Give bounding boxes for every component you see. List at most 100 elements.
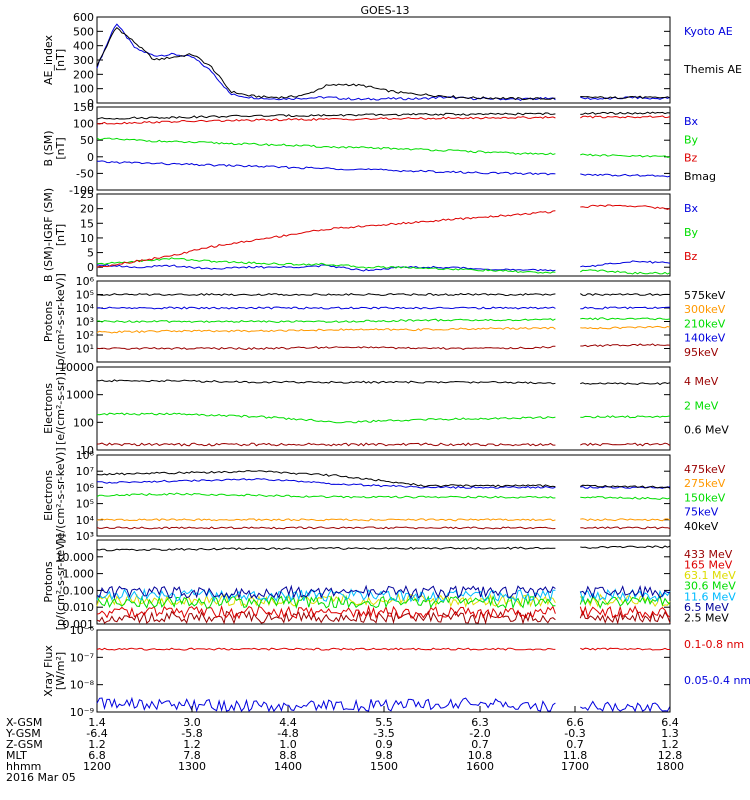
x-tick-label: 1300 — [178, 760, 206, 773]
x-tick-label: -0.3 — [564, 727, 585, 740]
x-tick-label: -4.8 — [277, 727, 298, 740]
panel-protons2: 10.000 1.000 0.100 0.010 0.001 Protons [p/(cm²… — [42, 534, 736, 631]
x-row-label: hhmm — [6, 760, 41, 773]
x-tick-label: 1200 — [83, 760, 111, 773]
x-tick-label: 6.3 — [471, 716, 489, 729]
series-line-bx — [96, 260, 671, 272]
y-axis-label: [e/(cm²-s-sr)] — [54, 372, 67, 445]
series-line-40kev — [96, 470, 671, 489]
legend-item: Bz — [684, 152, 698, 165]
legend-item: Bx — [684, 202, 699, 215]
y-tick-label: 5 — [87, 247, 94, 260]
y-tick-label: 10⁶ — [76, 481, 95, 494]
series-line-575kev — [97, 292, 671, 297]
legend-item: 140keV — [684, 332, 726, 345]
y-tick-label: 10⁶ — [76, 275, 95, 288]
y-tick-label: 10⁴ — [76, 302, 95, 315]
legend-item: Bmag — [684, 170, 716, 183]
legend-item: By — [684, 133, 699, 146]
y-tick-label: 10¹ — [76, 343, 94, 356]
y-tick-label: 0.001 — [63, 618, 95, 631]
x-tick-label: 4.4 — [279, 716, 297, 729]
y-tick-label: 100 — [73, 83, 94, 96]
y-axis-label: [nT] — [54, 49, 67, 71]
panel-frame — [96, 16, 671, 104]
x-tick-label: 1500 — [370, 760, 398, 773]
y-axis-label: AE_index — [42, 34, 55, 85]
series-line-bz — [96, 204, 671, 269]
x-tick-label: 1800 — [656, 760, 684, 773]
y-tick-label: 10⁻⁷ — [70, 651, 94, 664]
legend-item: 63.1 MeV — [684, 569, 736, 582]
x-tick-label: 1.4 — [88, 716, 106, 729]
legend-item: 300keV — [684, 303, 726, 316]
x-tick-label: 1600 — [466, 760, 494, 773]
y-tick-label: 400 — [73, 40, 94, 53]
y-tick-label: 10³ — [76, 530, 94, 543]
legend-item: 275keV — [684, 477, 726, 490]
panel-frame — [96, 454, 671, 537]
series-line-95kev — [96, 343, 671, 351]
x-tick-label: 0.7 — [566, 738, 584, 751]
y-tick-label: 1000 — [66, 389, 94, 402]
y-tick-label: 10⁴ — [76, 514, 95, 527]
legend-item: 95keV — [684, 346, 719, 359]
panel-electrons2: 10⁸ 10⁷ 10⁶ 10⁵ 10⁴ 10³ Electrons [e/(cm²-s-sr-… — [42, 447, 726, 543]
y-tick-label: 100 — [73, 118, 94, 131]
legend-item: 575keV — [684, 289, 726, 302]
y-axis-label: B (SM)-IGRF (SM) — [42, 188, 55, 282]
y-tick-label: 0 — [87, 151, 94, 164]
legend-item: 475keV — [684, 463, 726, 476]
y-tick-label: 0 — [87, 261, 94, 274]
legend-item: 0.6 MeV — [684, 424, 729, 437]
x-tick-label: 1.0 — [279, 738, 297, 751]
x-tick-label: 1700 — [561, 760, 589, 773]
panel-frame — [96, 106, 671, 191]
legend-item: Themis AE — [683, 63, 742, 76]
y-tick-label: 300 — [73, 54, 94, 67]
y-axis-label: Protons — [42, 301, 55, 342]
panel-bsm: 150 100 50 0 -50 -100 B (SM) [nT] Bx By Bz Bmag — [42, 101, 716, 197]
x-tick-label: -3.5 — [373, 727, 394, 740]
series-line-140kev — [96, 306, 671, 310]
y-tick-label: 0.100 — [63, 584, 95, 597]
y-axis-label: [nT] — [54, 137, 67, 159]
x-tick-label: 11.8 — [563, 749, 588, 762]
panel-frame — [96, 193, 671, 277]
x-tick-label: 7.8 — [183, 749, 201, 762]
y-axis-label: [p/(cm²-s-sr-keV)] — [54, 534, 67, 631]
y-tick-label: -100 — [69, 184, 94, 197]
series-line-bx — [97, 160, 671, 178]
series-line-0-6-mev — [97, 379, 671, 386]
x-row-label: Y-GSM — [5, 727, 41, 740]
panel-xray: 10⁻⁶ 10⁻⁷ 10⁻⁸ 10⁻⁹ Xray Flux [W/m²] 0.1-0.8 n… — [42, 624, 750, 719]
x-tick-label: 1.2 — [183, 738, 201, 751]
legend-item: 2 MeV — [684, 399, 719, 412]
x-tick-label: 6.4 — [661, 716, 679, 729]
series-line-433-mev — [96, 609, 671, 625]
legend-item: 165 MeV — [684, 559, 733, 572]
series-line-300kev — [96, 325, 671, 334]
y-tick-label: 200 — [73, 68, 94, 81]
legend-item: 433 MeV — [684, 548, 733, 561]
x-tick-label: 6.6 — [566, 716, 584, 729]
series-line-themis-ae — [96, 27, 671, 101]
y-tick-label: 10⁻⁹ — [70, 706, 94, 719]
x-tick-label: 8.8 — [279, 749, 297, 762]
y-tick-label: 10⁷ — [76, 465, 94, 478]
x-tick-label: 10.8 — [468, 749, 493, 762]
x-tick-label: 6.8 — [88, 749, 106, 762]
y-tick-label: 25 — [80, 188, 94, 201]
y-tick-label: 10 — [80, 444, 94, 457]
panel-frame — [96, 366, 671, 451]
legend-item: 210keV — [684, 317, 726, 330]
legend-item: 0.05-0.4 nm — [684, 674, 750, 687]
chart-title: GOES-13 — [360, 4, 409, 17]
series-line-75kev — [96, 478, 671, 490]
y-tick-label: 10⁻⁶ — [70, 624, 95, 637]
series-line-475kev — [96, 526, 671, 530]
legend-item: 150keV — [684, 491, 726, 504]
panel-electrons1: 10000 1000 100 10 Electrons [e/(cm²-s-sr)] 4 M… — [42, 361, 729, 457]
legend-item: 75keV — [684, 506, 719, 519]
